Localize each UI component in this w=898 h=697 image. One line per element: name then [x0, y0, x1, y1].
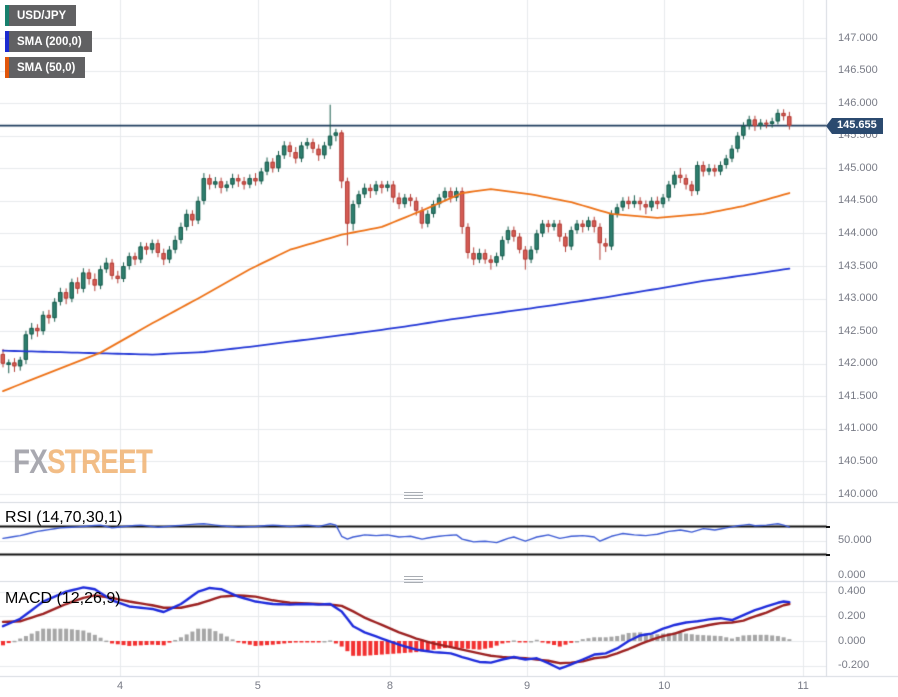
price-tick-label: 142.500: [838, 324, 878, 337]
date-tick-label: 8: [386, 680, 393, 692]
price-tick-label: 140.500: [838, 454, 878, 467]
symbol-color-bar: [5, 5, 9, 26]
legend-sma50[interactable]: SMA (50,0): [5, 57, 86, 78]
sma50-color-bar: [5, 57, 9, 78]
rsi-label-text: RSI (14,70,30,1): [5, 509, 123, 526]
rsi-level-tick: [826, 553, 830, 556]
price-axis[interactable]: 147.000 146.500 146.000 145.500 145.000 144.5…: [826, 0, 898, 676]
rsi-level-tick: [826, 525, 830, 528]
macd-tick-label: 0.000: [838, 634, 866, 647]
price-tick-label: 142.000: [838, 357, 878, 370]
date-tick-label: 10: [658, 680, 671, 692]
price-tick-label: 141.000: [838, 422, 878, 435]
price-tick-label: 140.000: [838, 487, 878, 500]
legend-symbol[interactable]: USD/JPY: [5, 5, 77, 26]
rsi-tick-label: 50.000: [838, 534, 872, 546]
fxstreet-logo: FXSTREET: [13, 443, 153, 482]
price-tick-label: 147.000: [838, 31, 878, 44]
date-tick-label: 5: [254, 680, 261, 692]
macd-tick-label: -0.200: [838, 659, 870, 672]
sma200-color-bar: [5, 31, 9, 52]
macd-tick-label: 0.200: [838, 609, 866, 622]
price-tick-label: 141.500: [838, 389, 878, 402]
pane-resize-handle-macd[interactable]: [404, 576, 423, 585]
rsi-tick-label: 0.000: [838, 569, 866, 581]
price-tick-label: 145.000: [838, 161, 878, 174]
sma50-label: SMA (50,0): [9, 57, 86, 78]
symbol-label: USD/JPY: [9, 5, 77, 26]
pane-resize-handle-rsi[interactable]: [404, 492, 423, 501]
price-tick-label: 146.500: [838, 64, 878, 77]
time-axis[interactable]: 4 5 8 9 10 11: [0, 676, 898, 697]
price-tick-label: 146.000: [838, 96, 878, 109]
price-tick-label: 143.500: [838, 259, 878, 272]
date-tick-label: 4: [117, 680, 124, 692]
date-tick-label: 11: [797, 680, 809, 692]
macd-label-text: MACD (12,26,9): [5, 590, 121, 607]
price-tick-label: 144.000: [838, 226, 878, 239]
price-tick-label: 144.500: [838, 194, 878, 207]
date-tick-label: 9: [523, 680, 531, 692]
rsi-indicator-label[interactable]: RSI (14,70,30,1): [5, 509, 122, 531]
legend-sma200[interactable]: SMA (200,0): [5, 31, 92, 52]
macd-tick-label: 0.400: [838, 585, 866, 598]
current-price-badge: 145.655: [826, 118, 883, 134]
price-tick-label: 143.000: [838, 292, 878, 305]
sma200-label: SMA (200,0): [9, 31, 92, 52]
fxstreet-logo-fx: FX: [13, 443, 48, 481]
macd-indicator-label[interactable]: MACD (12,26,9): [5, 590, 121, 612]
fxstreet-logo-street: STREET: [46, 443, 153, 481]
